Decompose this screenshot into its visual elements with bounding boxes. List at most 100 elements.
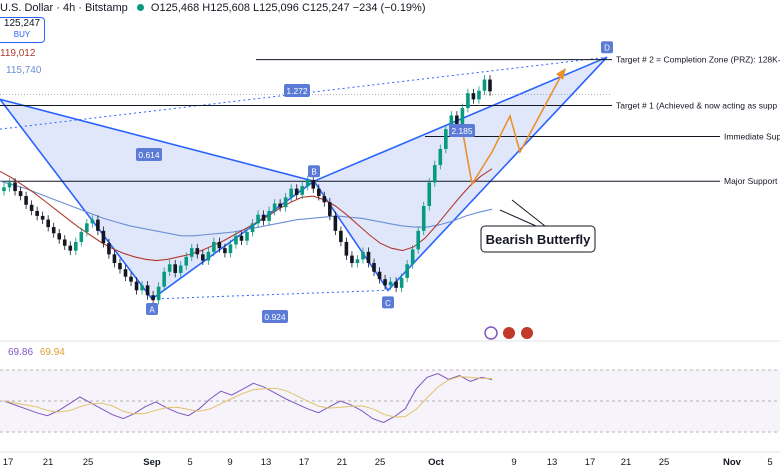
- candle-46: [256, 210, 260, 228]
- level-label-2: Target # 1 (Achieved & now acting as sup…: [616, 101, 777, 111]
- candle-10: [57, 228, 62, 244]
- candle-9: [51, 222, 56, 238]
- x-tick-label: 9: [227, 457, 232, 468]
- candle-70: [388, 277, 393, 290]
- candle-body: [85, 223, 89, 233]
- flag-icon-1: [503, 327, 515, 339]
- point-label-C: C: [385, 299, 391, 308]
- candle-51: [283, 192, 288, 212]
- point-label-A: A: [149, 306, 155, 315]
- candle-body: [167, 264, 172, 272]
- candle-53: [294, 184, 299, 200]
- x-tick-label: 21: [337, 457, 348, 468]
- buy-button[interactable]: 125,247 BUY: [0, 17, 45, 43]
- point-label-bg-A: [146, 303, 158, 315]
- level-label-3: Immediate Sup: [724, 132, 780, 142]
- candle-body: [7, 182, 12, 188]
- candle-67: [372, 258, 376, 277]
- candle-body: [195, 248, 200, 255]
- candle-body: [355, 259, 360, 264]
- candle-31: [173, 259, 178, 278]
- candle-72: [399, 273, 404, 293]
- pattern-triangle-xab: [0, 98, 316, 301]
- candle-24: [134, 277, 139, 295]
- candle-body: [68, 245, 73, 251]
- candle-body: [173, 264, 178, 273]
- candle-body: [322, 196, 327, 203]
- fib-ratio-bg-1: [262, 310, 288, 323]
- candle-body: [405, 264, 409, 278]
- x-tick-label: 5: [767, 457, 772, 468]
- candle-body: [300, 186, 305, 195]
- candle-74: [410, 245, 415, 269]
- level-label-1: Target # 2 = Completion Zone (PRZ): 128K…: [616, 55, 780, 65]
- candle-36: [201, 250, 205, 265]
- projection-arrowhead: [556, 68, 566, 80]
- candle-body: [101, 230, 106, 244]
- candle-body: [90, 219, 95, 224]
- candle-body: [350, 255, 354, 264]
- candle-75: [416, 226, 421, 254]
- candle-20: [112, 250, 117, 268]
- candle-body: [305, 179, 310, 187]
- symbol-title[interactable]: U.S. Dollar · 4h · Bitstamp: [0, 2, 128, 14]
- candle-1: [7, 178, 12, 192]
- candle-body: [223, 248, 227, 254]
- candle-body: [261, 214, 266, 221]
- rsi-ma-value: 69.94: [39, 347, 65, 358]
- point-label-D: D: [604, 44, 610, 53]
- candle-body: [399, 277, 404, 288]
- candle-body: [394, 281, 398, 288]
- x-tick-label: Nov: [723, 457, 742, 468]
- candle-7: [40, 211, 45, 224]
- rsi-values: 69.86 69.94: [0, 347, 65, 358]
- candle-69: [383, 274, 387, 290]
- candle-body: [421, 206, 426, 231]
- candle-body: [427, 182, 432, 206]
- candle-66: [366, 247, 371, 268]
- x-tick-label: 5: [187, 457, 192, 468]
- candle-12: [68, 241, 73, 255]
- candle-body: [488, 79, 492, 92]
- rsi-value: 69.86: [8, 347, 34, 358]
- candle-38: [212, 237, 216, 257]
- candle-77: [427, 178, 432, 211]
- candle-body: [140, 285, 144, 291]
- ac-dotted-line: [151, 289, 389, 300]
- candle-28: [156, 282, 161, 305]
- candle-76: [421, 201, 426, 236]
- candle-21: [118, 258, 122, 274]
- candle-body: [29, 204, 34, 211]
- candle-body: [410, 249, 415, 265]
- candle-body: [289, 188, 293, 198]
- x-tick-label: 25: [83, 457, 94, 468]
- projection-path-1: [461, 127, 493, 187]
- x-tick-label: 25: [659, 457, 670, 468]
- candle-59: [328, 197, 332, 221]
- candle-68: [377, 267, 382, 284]
- ma1-line: [0, 168, 493, 262]
- x-tick-label: Oct: [428, 457, 445, 468]
- candle-8: [46, 215, 50, 232]
- projection-path-2: [491, 73, 563, 155]
- candle-73: [405, 259, 409, 283]
- candle-body: [129, 276, 133, 282]
- candle-body: [189, 248, 194, 257]
- candle-body: [283, 197, 288, 208]
- candle-11: [62, 235, 67, 251]
- candle-body: [267, 210, 271, 221]
- pattern-name-label: Bearish Butterfly: [486, 232, 592, 247]
- candle-body: [201, 254, 205, 261]
- candle-body: [40, 215, 45, 220]
- callout-line-1: [511, 199, 546, 227]
- candle-body: [112, 254, 117, 264]
- candle-body: [62, 239, 67, 246]
- candle-80: [444, 124, 448, 154]
- xb-dotted-line: [0, 98, 315, 182]
- candle-body: [79, 232, 84, 242]
- candle-body: [217, 241, 222, 249]
- x-tick-label: 25: [375, 457, 386, 468]
- candle-body: [444, 129, 448, 149]
- candle-body: [57, 233, 62, 240]
